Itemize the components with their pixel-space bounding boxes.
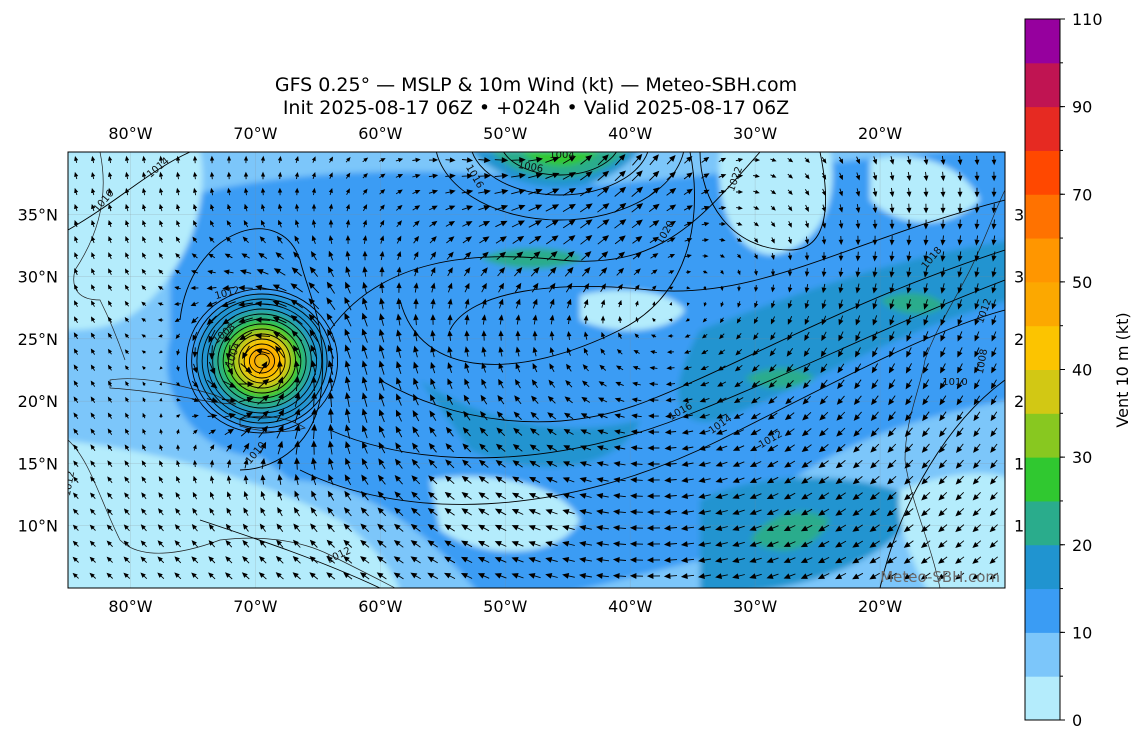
isobar xyxy=(196,298,328,424)
colorbar-band xyxy=(1025,281,1060,327)
isobar xyxy=(449,199,1005,331)
lon-tick-label: 50°W xyxy=(483,124,527,143)
isobar xyxy=(503,152,617,176)
isobar xyxy=(329,279,1005,459)
lon-tick-label: 40°W xyxy=(608,124,652,143)
colorbar-band xyxy=(1025,369,1060,414)
colorbar-band xyxy=(1025,325,1060,370)
colorbar-tick-label: 50 xyxy=(1072,273,1092,292)
map-frame xyxy=(67,151,1006,589)
wind-field-band xyxy=(68,440,399,588)
lon-tick-label: 30°W xyxy=(733,597,777,616)
lon-tick-label: 80°W xyxy=(108,597,152,616)
colorbar-tick-label: 90 xyxy=(1072,98,1092,117)
wind-field-band xyxy=(870,156,980,223)
coastline xyxy=(109,378,237,405)
lat-tick-label: 35°N xyxy=(18,205,58,224)
isobar xyxy=(233,333,291,389)
colorbar-band xyxy=(1025,150,1060,195)
wind-field-band xyxy=(880,293,945,315)
colorbar-band xyxy=(1025,632,1060,677)
wind-field-band xyxy=(580,290,685,331)
isobar xyxy=(329,152,761,331)
lat-tick-label: 30°N xyxy=(18,268,58,287)
colorbar: 0 10 20 30 40 50 70 90 110 xyxy=(1024,10,1103,730)
isobar-label: 1006 xyxy=(517,160,544,175)
isobar xyxy=(68,152,191,231)
watermark: Meteo-SBH.com xyxy=(880,568,1000,586)
colorbar-tick-label: 110 xyxy=(1072,10,1103,29)
isobar xyxy=(191,293,333,429)
isobar xyxy=(199,519,381,588)
lon-tick-label: 50°W xyxy=(483,597,527,616)
wind-field-band xyxy=(899,473,1005,588)
isobar xyxy=(399,152,695,365)
colorbar-band xyxy=(1025,238,1060,283)
lat-tick-label: 20°N xyxy=(18,392,58,411)
wind-field-band xyxy=(420,380,640,467)
lon-tick-label: 60°W xyxy=(358,597,402,616)
map-axes: 80°W 80°W 70°W 70°W 60°W 60°W 50°W 50°W 40°W 40°W… xyxy=(18,124,903,616)
colorbar-band xyxy=(1025,106,1060,151)
isobar xyxy=(879,379,1005,588)
wind-field-band xyxy=(68,152,203,330)
colorbar-tick-label: 0 xyxy=(1072,711,1082,730)
isobar xyxy=(217,318,307,404)
isobar xyxy=(699,152,827,251)
wind-field-band xyxy=(750,511,830,551)
colorbar-band xyxy=(1025,544,1060,590)
lon-tick-label: 20°W xyxy=(858,124,902,143)
isobar-label: 1012 xyxy=(62,470,77,497)
colorbar-band xyxy=(1025,676,1060,721)
colorbar-label: Vent 10 m (kt) xyxy=(1113,312,1132,427)
colorbar-band xyxy=(1025,62,1060,108)
colorbar-tick-label: 70 xyxy=(1072,185,1092,204)
isobar xyxy=(212,313,312,409)
lon-tick-label: 80°W xyxy=(108,124,152,143)
coastline xyxy=(904,189,1005,588)
lon-tick-label: 20°W xyxy=(858,597,902,616)
colorbar-tick-label: 10 xyxy=(1072,623,1092,642)
title: GFS 0.25° — MSLP & 10m Wind (kt) — Meteo… xyxy=(275,74,797,96)
colorbar-band xyxy=(1025,457,1060,502)
colorbar-band xyxy=(1025,500,1060,546)
isobars xyxy=(68,152,1005,588)
lat-tick-label: 10°N xyxy=(18,517,58,536)
lon-tick-label: 70°W xyxy=(233,124,277,143)
colorbar-band xyxy=(1025,194,1060,239)
wind-field-band xyxy=(522,152,598,166)
isobar xyxy=(471,152,649,196)
coastline xyxy=(68,439,396,588)
wind-arrows xyxy=(72,153,999,580)
isobar-label: 1008 xyxy=(975,348,990,375)
lon-tick-label: 70°W xyxy=(233,597,277,616)
isobar-label: 1010 xyxy=(942,377,967,388)
isobar xyxy=(435,152,685,221)
isobar xyxy=(254,353,270,369)
colorbar-tick-label: 20 xyxy=(1072,536,1092,555)
coastline xyxy=(239,415,306,432)
isobar-label: 1004 xyxy=(549,150,574,161)
colorbar-band xyxy=(1025,19,1060,64)
isobar xyxy=(222,323,302,399)
wind-arrow xyxy=(72,153,999,580)
lat-tick-label: 25°N xyxy=(18,330,58,349)
lat-tick-label: 15°N xyxy=(18,454,58,473)
isobar xyxy=(238,338,286,384)
lon-tick-label: 30°W xyxy=(733,124,777,143)
wind-field-band xyxy=(719,152,833,255)
colorbar-tick-label: 30 xyxy=(1072,448,1092,467)
isobar xyxy=(206,308,318,414)
colorbar-tick-label: 40 xyxy=(1072,361,1092,380)
colorbar-band xyxy=(1025,413,1060,458)
lon-tick-label: 60°W xyxy=(358,124,402,143)
lon-tick-label: 40°W xyxy=(608,597,652,616)
subtitle: Init 2025-08-17 06Z • +024h • Valid 2025… xyxy=(283,97,789,119)
colorbar-band xyxy=(1025,588,1060,633)
isobar xyxy=(299,309,1005,505)
